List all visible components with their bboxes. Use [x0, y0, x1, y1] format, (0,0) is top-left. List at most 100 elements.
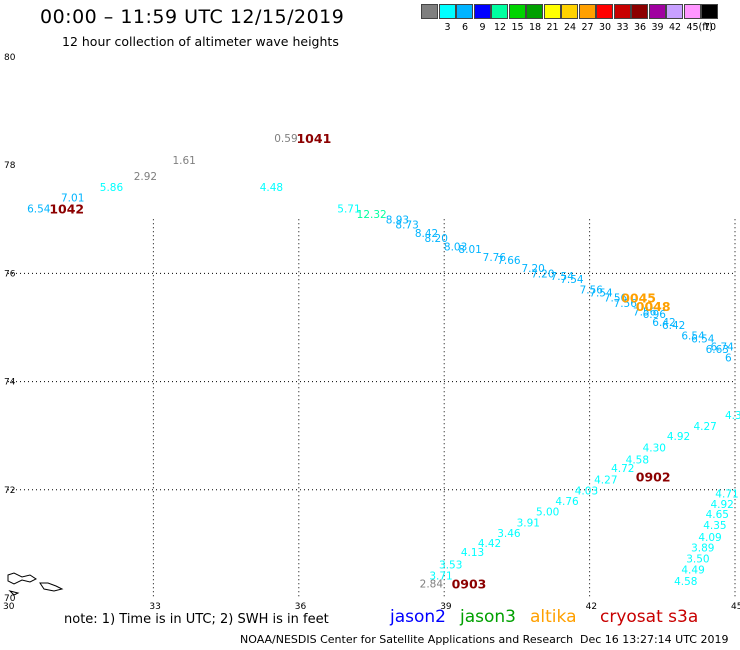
lon-label: 42 — [586, 602, 597, 612]
lon-label: 36 — [295, 602, 307, 612]
legend-swatch — [508, 4, 526, 19]
legend-swatch — [473, 4, 491, 19]
wave-height-value: 4.35 — [703, 520, 726, 532]
wave-height-value: 6.42 — [652, 317, 675, 329]
coastline — [7, 572, 64, 596]
wave-height-value: 7.56 — [614, 298, 638, 310]
satellite-jason3: jason3 — [460, 607, 516, 627]
lat-label: 76 — [4, 269, 16, 279]
legend-swatch — [421, 4, 438, 19]
wave-height-value: 8.01 — [458, 244, 481, 256]
satellite-jason2: jason2 — [390, 607, 446, 627]
legend-swatch — [596, 4, 613, 19]
wave-height-value: 3.91 — [517, 517, 540, 529]
legend-label: 21 — [546, 22, 559, 33]
legend-label: 27 — [581, 22, 594, 33]
wave-height-value: 7.76 — [483, 252, 507, 264]
wave-height-value: 4.27 — [693, 421, 716, 433]
wave-height-value: 3.89 — [691, 543, 714, 555]
wave-height-value: 4.92 — [667, 431, 690, 443]
wave-height-value: 12.32 — [357, 209, 387, 221]
island-coastline — [7, 572, 64, 596]
lat-label: 78 — [4, 161, 16, 171]
lat-lon-grid — [8, 219, 736, 598]
wave-height-value: 4.49 — [681, 564, 704, 576]
wave-height-value: 4.92 — [710, 499, 733, 511]
wave-height-value: 4.65 — [706, 509, 729, 521]
wave-height-value: 4.42 — [478, 538, 501, 550]
wave-height-value: 4.33 — [725, 410, 740, 422]
lon-label: 33 — [149, 602, 160, 612]
wave-height-value: 6.74 — [710, 341, 734, 353]
legend-swatch — [526, 4, 543, 19]
legend-swatch — [561, 4, 578, 19]
wave-height-value: 4.58 — [674, 576, 697, 588]
legend-swatch — [666, 4, 683, 19]
legend-swatch — [631, 4, 648, 19]
credit-line: NOAA/NESDIS Center for Satellite Applica… — [240, 633, 574, 646]
legend-label: 3 — [444, 22, 451, 33]
legend-label: 15 — [511, 22, 524, 33]
wave-height-value: 8.20 — [425, 233, 448, 245]
wave-height-value: 7.54 — [560, 274, 584, 286]
wave-height-value: 7.20 — [531, 268, 554, 280]
wave-height-value: 4.03 — [575, 485, 598, 497]
lat-label: 74 — [4, 378, 16, 388]
wave-height-value: 7.56 — [633, 306, 657, 318]
legend-swatch — [456, 4, 473, 19]
wave-height-value: 8.93 — [386, 214, 409, 226]
legend-label: 6 — [461, 22, 469, 33]
pass-time-label: 0903 — [452, 576, 487, 591]
wave-height-value: 4.72 — [611, 463, 634, 475]
legend-label: 36 — [633, 22, 647, 33]
legend-swatch — [648, 4, 666, 19]
wave-height-value: 6.54 — [27, 203, 51, 215]
wave-height-value: 8.03 — [444, 241, 467, 253]
wave-height-value: 2.84 — [420, 578, 444, 590]
wave-height-value: 6.96 — [643, 309, 667, 321]
wave-height-value: 7.01 — [61, 193, 84, 205]
legend-label: 39 — [651, 22, 664, 33]
wave-height-value: 0.59 — [274, 133, 297, 145]
wave-height-value: 7.20 — [521, 263, 544, 275]
legend-label: 30 — [598, 22, 612, 33]
pass-time-label: 1042 — [49, 201, 84, 216]
pass-time-label: 0048 — [636, 299, 671, 314]
lon-label: 39 — [440, 602, 452, 612]
wave-height-value: 4.30 — [643, 443, 666, 455]
wave-height-value: 4.48 — [260, 182, 283, 194]
satellite-altika: altika — [530, 607, 577, 627]
pass-time-label: 0045 — [621, 291, 656, 306]
lat-label: 70 — [4, 594, 16, 604]
wave-height-value: 7.56 — [604, 293, 628, 305]
wave-height-value: 4.13 — [461, 547, 484, 559]
wave-height-value: 1.61 — [172, 155, 195, 167]
legend-label: 33 — [616, 22, 629, 33]
wave-height-value: 7.54 — [589, 287, 613, 299]
wave-height-value: 6.54 — [681, 331, 705, 343]
legend-swatch — [491, 4, 508, 19]
wave-height-value: 7.54 — [551, 271, 575, 283]
generated-timestamp: Dec 16 13:27:14 UTC 2019 — [580, 633, 729, 646]
wave-height-value: 2.92 — [134, 171, 157, 183]
footnote: note: 1) Time is in UTC; 2) SWH is in fe… — [64, 612, 329, 627]
legend-label: 70 — [703, 22, 717, 33]
lat-label: 72 — [4, 486, 15, 496]
legend-label: 18 — [528, 22, 542, 33]
wave-height-value: 5.71 — [337, 203, 360, 215]
lon-label: 45 — [731, 602, 740, 612]
wave-height-value: 4.71 — [715, 489, 738, 501]
pass-time-label: 0902 — [636, 469, 671, 484]
legend-swatch — [613, 4, 631, 19]
wave-height-value: 5.00 — [536, 506, 559, 518]
legend-unit: (ft) — [698, 22, 713, 33]
axis-labels: 30 33 36 39 42 45 80 78 76 74 72 70 — [3, 53, 740, 612]
legend-label: 9 — [479, 22, 486, 33]
legend-swatch — [578, 4, 596, 19]
wave-height-value: 7.66 — [497, 255, 521, 267]
wave-height-value: 3.50 — [686, 554, 709, 566]
wave-height-value: 8.42 — [415, 228, 438, 240]
